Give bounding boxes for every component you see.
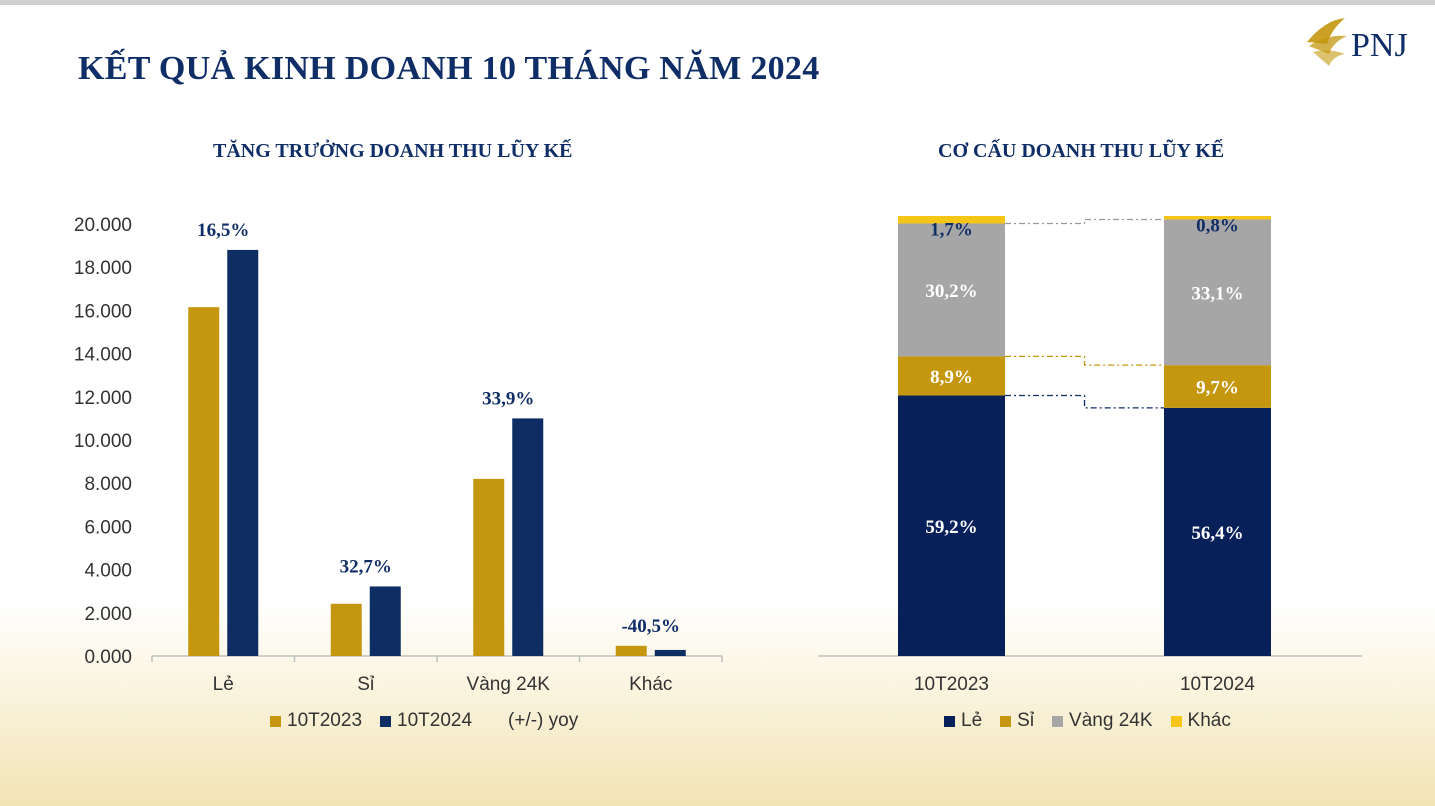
legend-swatch — [270, 715, 281, 727]
bar-10t2024 — [654, 649, 686, 656]
pnj-logo-icon: PNJ — [1307, 18, 1408, 66]
y-tick-label: 16.000 — [74, 301, 132, 322]
yoy-label: 32,7% — [340, 556, 392, 577]
yoy-label: 33,9% — [482, 388, 534, 409]
segment-label: 30,2% — [925, 281, 977, 302]
y-tick-label: 20.000 — [74, 215, 132, 236]
segment-sỉ — [898, 356, 1005, 396]
bar-10t2024 — [227, 249, 259, 657]
legend-item-khac: Khác — [1170, 710, 1231, 732]
y-tick-label: 14.000 — [74, 345, 132, 366]
logo-text: PNJ — [1351, 27, 1408, 64]
legend-item-10t2024: 10T2024 — [380, 710, 472, 732]
segment-label: 56,4% — [1191, 523, 1243, 544]
x-tick-label: 10T2024 — [1180, 674, 1255, 695]
right-legend: Lẻ Sỉ Vàng 24K Khác — [944, 710, 1249, 732]
segment-label: 9,7% — [1196, 378, 1239, 399]
page-title: KẾT QUẢ KINH DOANH 10 THÁNG NĂM 2024 — [78, 50, 820, 87]
legend-label: Khác — [1187, 710, 1231, 731]
segment-label: 8,9% — [930, 367, 973, 388]
yoy-label: 16,5% — [197, 220, 249, 241]
legend-item-yoy: (+/-) yoy — [508, 710, 578, 732]
y-tick-label: 18.000 — [74, 258, 132, 279]
legend-swatch — [1000, 715, 1012, 727]
right-chart-title: CƠ CẤU DOANH THU LŨY KẾ — [938, 140, 1225, 162]
revenue-structure-chart: 59,2% 8,9% 30,2% 1,7% 10T2023 56,4% 9,7% 33,1% 0… — [818, 216, 1362, 695]
revenue-growth-chart: 0.000 2.000 4.000 6.000 8.000 10.000 12.000 14.… — [74, 215, 723, 695]
bar-10t2023 — [330, 603, 362, 656]
legend-swatch — [1052, 715, 1064, 727]
x-tick-label: Lẻ — [213, 674, 234, 695]
legend-label: (+/-) yoy — [508, 710, 579, 731]
segment-lẻ — [898, 395, 1005, 656]
y-tick-label: 4.000 — [84, 561, 132, 582]
x-tick-label: Vàng 24K — [467, 674, 551, 695]
legend-item-le: Lẻ — [944, 710, 982, 732]
bar-10t2023 — [615, 645, 647, 656]
segment-khác — [898, 216, 1005, 224]
bar-10t2024 — [369, 586, 401, 656]
legend-swatch — [380, 715, 392, 727]
legend-label: 10T2024 — [397, 710, 473, 731]
legend-swatch — [944, 715, 955, 727]
connector-line — [1005, 394, 1164, 409]
segment-vàng-24k — [1164, 219, 1271, 366]
legend-label: Sỉ — [1017, 710, 1035, 731]
y-tick-label: 10.000 — [74, 431, 132, 452]
legend-label: Lẻ — [961, 710, 983, 731]
legend-label: Vàng 24K — [1069, 710, 1153, 731]
connector-line — [1005, 355, 1164, 366]
x-tick-label: 10T2023 — [914, 674, 989, 695]
segment-label: 33,1% — [1191, 283, 1243, 304]
legend-item-10t2023: 10T2023 — [270, 710, 362, 732]
segment-khác — [1164, 216, 1271, 220]
segment-label: 59,2% — [925, 517, 977, 538]
y-tick-label: 6.000 — [84, 517, 132, 538]
left-chart-title: TĂNG TRƯỞNG DOANH THU LŨY KẾ — [213, 140, 573, 162]
bar-10t2024 — [512, 418, 544, 656]
segment-vàng-24k — [898, 223, 1005, 357]
legend-item-si: Sỉ — [1000, 710, 1034, 732]
bar-10t2023 — [188, 307, 220, 656]
top-border — [0, 0, 1435, 5]
segment-sỉ — [1164, 365, 1271, 408]
segment-lẻ — [1164, 407, 1271, 656]
segment-label: 0,8% — [1196, 216, 1239, 237]
y-tick-label: 12.000 — [74, 388, 132, 409]
x-tick-label: Khác — [629, 674, 672, 695]
legend-item-vang-24k: Vàng 24K — [1052, 710, 1153, 732]
bar-10t2023 — [473, 478, 505, 656]
yoy-label: -40,5% — [621, 616, 680, 637]
connector-line — [1005, 218, 1164, 225]
legend-label: 10T2023 — [287, 710, 363, 731]
y-tick-label: 2.000 — [84, 604, 132, 625]
y-tick-label: 8.000 — [84, 474, 132, 495]
segment-label: 1,7% — [930, 219, 973, 240]
legend-swatch — [1170, 715, 1182, 727]
left-legend: 10T2023 10T2024 (+/-) yoy — [270, 710, 596, 732]
y-tick-label: 0.000 — [84, 647, 132, 668]
x-tick-label: Sỉ — [357, 674, 375, 695]
